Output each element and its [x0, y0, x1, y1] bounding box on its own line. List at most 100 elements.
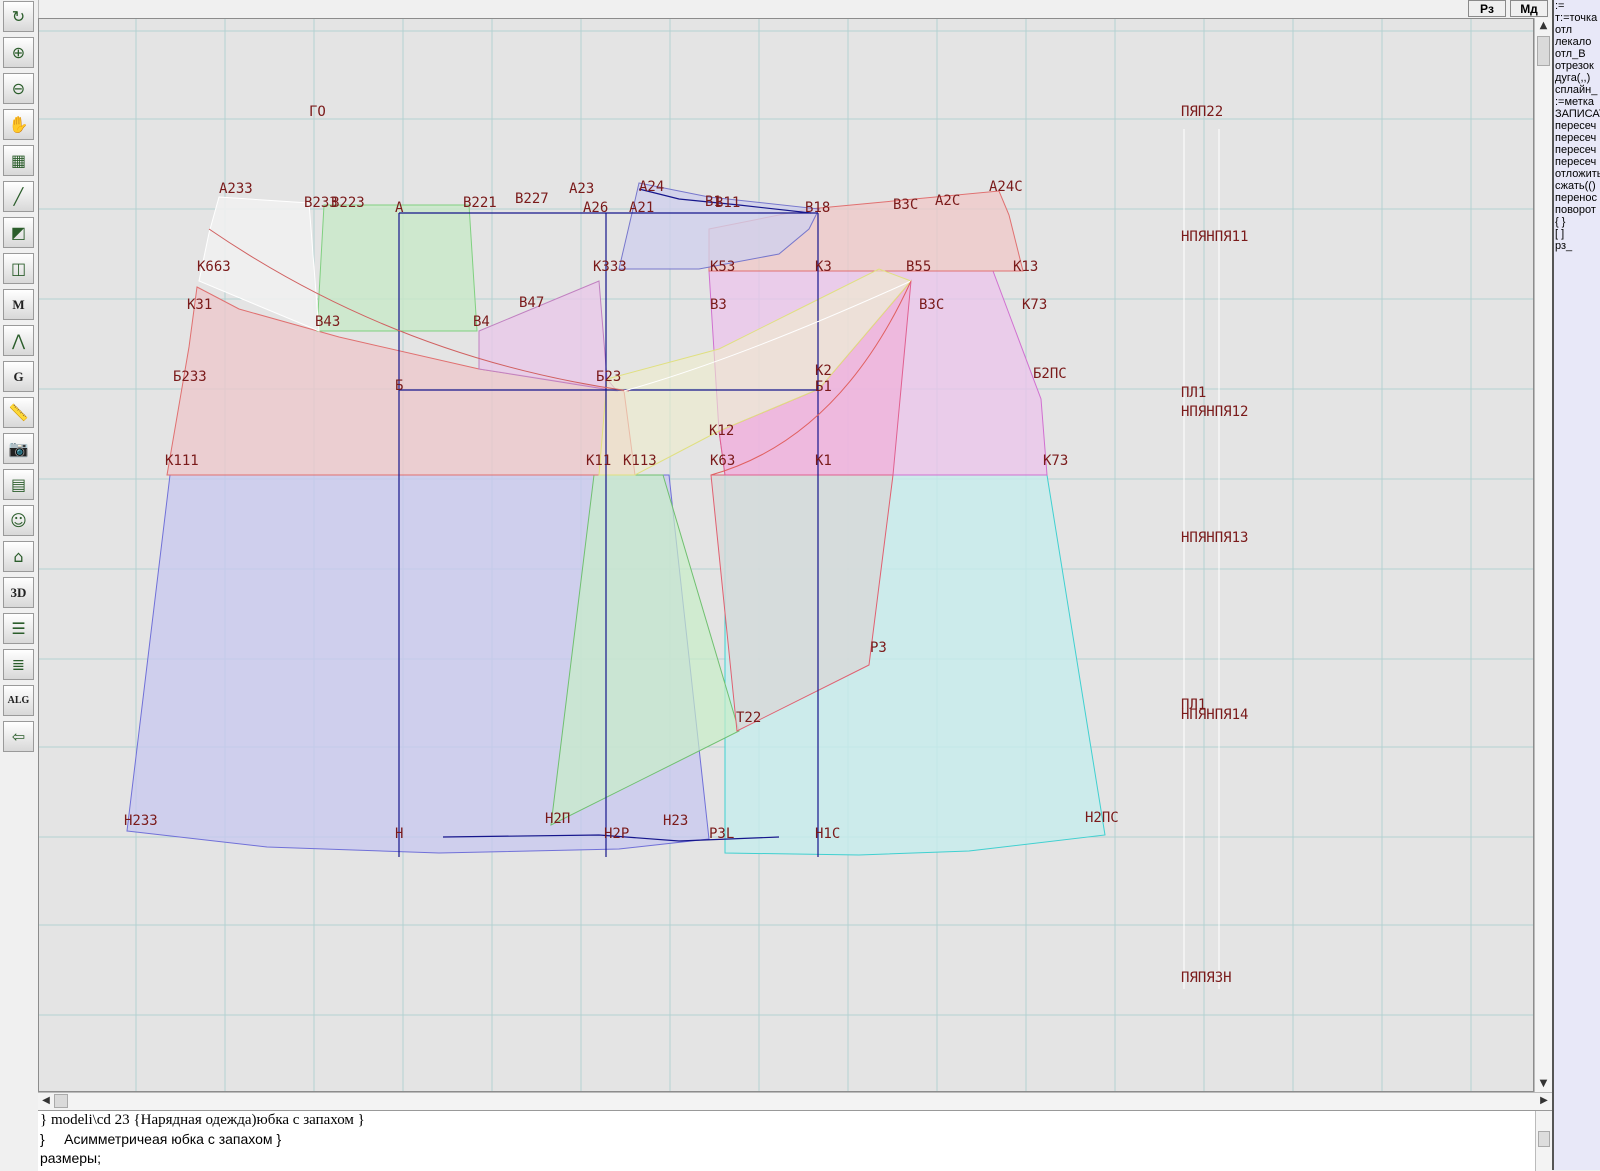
zoom-out-icon[interactable]: ⊖ — [3, 73, 34, 104]
compass-icon[interactable]: ⋀ — [3, 325, 34, 356]
point-label: К12 — [709, 423, 734, 439]
stack-icon[interactable]: ≣ — [3, 649, 34, 680]
point-label: Р3L — [709, 826, 734, 842]
point-label: Н2Р — [604, 826, 629, 842]
pan-icon[interactable]: ✋ — [3, 109, 34, 140]
scroll-down-icon[interactable]: ▼ — [1539, 1078, 1548, 1089]
point-label: К53 — [710, 259, 735, 275]
command-item[interactable]: поворот — [1555, 204, 1596, 216]
point-label: В18 — [805, 200, 830, 216]
line-tool-icon[interactable]: ╱ — [3, 181, 34, 212]
point-label: Р3 — [870, 640, 887, 656]
hscroll-thumb[interactable] — [54, 1094, 68, 1108]
command-item[interactable]: рз_ — [1555, 240, 1573, 252]
construction-lines — [398, 188, 819, 857]
point-label: Н2ПС — [1085, 810, 1119, 826]
pattern-icon[interactable]: ◫ — [3, 253, 34, 284]
console-scroll-thumb[interactable] — [1538, 1131, 1550, 1147]
md-button[interactable]: Мд — [1510, 0, 1548, 17]
piece-yellow — [598, 268, 912, 476]
zoom-in-icon[interactable]: ⊕ — [3, 37, 34, 68]
scroll-thumb[interactable] — [1537, 36, 1550, 66]
point-label: В223 — [331, 195, 365, 211]
point-label: Б2ПС — [1033, 366, 1067, 382]
point-label: А26 — [583, 200, 608, 216]
command-item[interactable]: отл_В — [1555, 48, 1586, 60]
3d-icon[interactable]: 3D — [3, 577, 34, 608]
point-label: К111 — [165, 453, 199, 469]
command-item[interactable]: перенос — [1555, 192, 1598, 204]
curve-g-icon[interactable]: G — [3, 361, 34, 392]
drawing-canvas[interactable]: ГО А233 В233 В223 А В221 В227 А23 А24 А2… — [38, 18, 1534, 1092]
point-label: В3 — [710, 297, 727, 313]
refresh-icon[interactable]: ↻ — [3, 1, 34, 32]
point-label: К1 — [815, 453, 832, 469]
point-label: А24 — [639, 179, 664, 195]
map-icon[interactable]: ◩ — [3, 217, 34, 248]
point-label: А23 — [569, 181, 594, 197]
ruler-icon[interactable]: 📏 — [3, 397, 34, 428]
point-label: Н — [395, 826, 403, 842]
point-label: НПЯНПЯ13 — [1181, 530, 1248, 546]
sheets-icon[interactable]: ☰ — [3, 613, 34, 644]
command-item[interactable]: отложить — [1555, 168, 1600, 180]
point-label: ПЯП22 — [1181, 104, 1223, 120]
command-item[interactable]: лекало — [1555, 36, 1592, 48]
command-item[interactable]: пересеч — [1555, 144, 1597, 156]
point-label: Н233 — [124, 813, 158, 829]
measure-m-label: M — [12, 296, 25, 312]
command-item[interactable]: [ ] — [1555, 228, 1565, 240]
point-label: ПЛ1 — [1181, 385, 1206, 401]
command-item[interactable]: :=метка — [1555, 96, 1595, 108]
point-label: К63 — [710, 453, 735, 469]
curve-g-label: G — [13, 368, 24, 384]
rz-button[interactable]: Рз — [1468, 0, 1506, 17]
measure-m-icon[interactable]: M — [3, 289, 34, 320]
camera-icon[interactable]: 📷 — [3, 433, 34, 464]
point-label: А — [395, 200, 404, 216]
command-item[interactable]: т:=точка — [1555, 12, 1598, 24]
console-line: } modeli\cd 23 {Нарядная одежда)юбка с з… — [40, 1112, 365, 1128]
point-label: Б23 — [596, 369, 621, 385]
point-label: В55 — [906, 259, 931, 275]
point-labels: ГО А233 В233 В223 А В221 В227 А23 А24 А2… — [124, 104, 1248, 986]
vertical-scrollbar[interactable]: ▲ ▼ — [1534, 18, 1553, 1092]
command-item[interactable]: сплайн_ — [1555, 84, 1598, 96]
console-scrollbar[interactable] — [1535, 1111, 1552, 1171]
point-label: В11 — [715, 195, 740, 211]
point-label: А24С — [989, 179, 1023, 195]
document-icon[interactable]: ▤ — [3, 469, 34, 500]
garment-icon[interactable]: ⌂ — [3, 541, 34, 572]
command-item[interactable]: := — [1555, 0, 1565, 12]
scroll-left-icon[interactable]: ◀ — [42, 1095, 50, 1106]
command-item[interactable]: пересеч — [1555, 132, 1597, 144]
point-label: К73 — [1043, 453, 1068, 469]
command-item[interactable]: отл — [1555, 24, 1573, 36]
point-label: Т22 — [736, 710, 761, 726]
alg-icon[interactable]: ALG — [3, 685, 34, 716]
point-label: НПЯНПЯ14 — [1181, 707, 1248, 723]
scroll-up-icon[interactable]: ▲ — [1539, 20, 1548, 31]
command-item[interactable]: отрезок — [1555, 60, 1594, 72]
horizontal-scrollbar[interactable]: ◀ ▶ — [38, 1092, 1552, 1110]
command-item[interactable]: пересеч — [1555, 120, 1597, 132]
command-item[interactable]: ЗАПИСАТЬ — [1555, 108, 1600, 120]
point-label: В233 — [304, 195, 338, 211]
point-label: В1 — [705, 194, 722, 210]
point-label: ПЛ1 — [1181, 697, 1206, 713]
command-item[interactable]: дуга(,,) — [1555, 72, 1591, 84]
point-label: К73 — [1022, 297, 1047, 313]
grid-icon[interactable]: ▦ — [3, 145, 34, 176]
exit-icon[interactable]: ⇦ — [3, 721, 34, 752]
script-console[interactable]: } modeli\cd 23 {Нарядная одежда)юбка с з… — [38, 1110, 1552, 1171]
point-label: Б — [395, 378, 403, 394]
point-label: А21 — [629, 200, 654, 216]
scroll-right-icon[interactable]: ▶ — [1540, 1095, 1548, 1106]
face-icon[interactable]: ☺ — [3, 505, 34, 536]
point-label: К663 — [197, 259, 231, 275]
command-item[interactable]: пересеч — [1555, 156, 1597, 168]
command-item[interactable]: { } — [1555, 216, 1566, 228]
console-line: размеры; — [40, 1150, 101, 1166]
3d-label: 3D — [10, 584, 27, 600]
command-item[interactable]: сжать(() — [1555, 180, 1596, 192]
